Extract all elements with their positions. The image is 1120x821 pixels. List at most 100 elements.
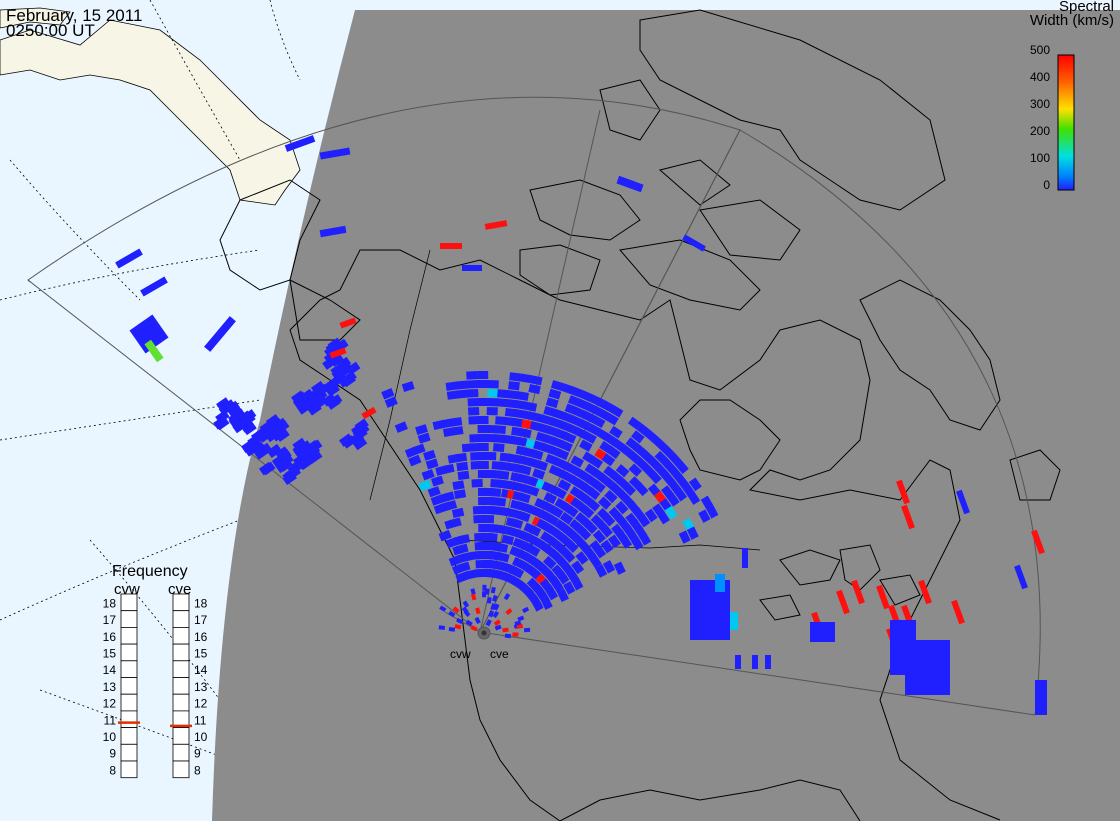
echo-cell	[565, 504, 579, 518]
land-dayside-alaska	[0, 19, 301, 206]
frequency-cell	[120, 660, 138, 678]
echo-cell	[654, 450, 668, 465]
echo-cell	[417, 432, 431, 444]
echo-cell	[474, 616, 481, 625]
echo-cell	[470, 593, 477, 601]
frequency-scale-label: 16	[194, 630, 208, 644]
echo-cell	[226, 403, 242, 417]
echo-cell	[519, 373, 532, 384]
echo-cell	[594, 564, 608, 578]
echo-cell	[675, 474, 689, 488]
echo-cell	[467, 389, 479, 398]
echo-cell	[346, 361, 361, 376]
echo-cell	[896, 479, 910, 505]
echo-cell	[489, 488, 502, 497]
colorbar-tick-label: 0	[1043, 178, 1050, 192]
echo-cell	[524, 401, 538, 412]
echo-cell	[438, 529, 452, 542]
echo-cell	[581, 390, 595, 403]
echo-cell	[504, 407, 517, 418]
echo-cell	[477, 415, 489, 425]
frequency-cell	[172, 693, 190, 712]
frequency-scale-label: 17	[194, 613, 208, 627]
echo-cell	[571, 576, 584, 591]
echo-cell	[456, 461, 469, 472]
echo-cell	[675, 460, 689, 474]
echo-cell	[486, 597, 492, 604]
echo-cell	[310, 380, 326, 395]
frequency-cell	[120, 677, 138, 695]
echo-cell	[637, 513, 651, 528]
echo-cell	[1014, 564, 1028, 590]
echo-cell	[466, 371, 478, 380]
echo-cell	[526, 544, 541, 557]
echo-cell	[296, 401, 312, 415]
echo-cell	[284, 135, 316, 152]
echo-cell	[563, 581, 576, 595]
echo-cell	[664, 505, 678, 520]
echo-cell	[552, 408, 566, 420]
echo-cell	[319, 225, 347, 238]
echo-cell	[628, 463, 643, 477]
echo-cell	[305, 439, 320, 454]
echo-cell	[553, 529, 568, 543]
frequency-cell	[172, 643, 190, 662]
echo-cell	[555, 448, 570, 461]
echo-cell	[484, 220, 508, 230]
echo-cell	[532, 468, 546, 480]
echo-cell	[313, 395, 328, 409]
echo-cell	[466, 380, 479, 389]
echo-cell	[267, 443, 282, 458]
echo-cell	[602, 560, 616, 574]
echo-cell	[461, 606, 469, 614]
echo-cell	[448, 627, 456, 632]
echo-cell	[352, 436, 368, 451]
echo-cell	[542, 555, 557, 570]
frequency-scale-label: 15	[103, 646, 117, 660]
echo-cell	[668, 452, 682, 466]
echo-cell	[571, 386, 585, 399]
echo-cell	[216, 397, 231, 411]
echo-cell	[510, 518, 524, 530]
echo-cell	[401, 381, 415, 392]
echo-cell	[477, 442, 489, 452]
echo-cell	[486, 397, 499, 407]
echo-cell	[442, 491, 455, 502]
frequency-scale-label: 14	[103, 663, 117, 677]
frequency-cell	[120, 760, 138, 779]
echo-cell	[583, 431, 597, 444]
echo-cell	[735, 655, 741, 669]
echo-cell	[876, 584, 890, 610]
echo-cell	[240, 419, 255, 433]
echo-cell	[439, 605, 447, 612]
echo-cell	[457, 561, 471, 573]
echo-cell	[241, 409, 257, 423]
echo-cell	[730, 612, 738, 630]
frequency-scale-label: 12	[103, 697, 117, 711]
echo-cell	[218, 402, 234, 416]
echo-cell	[615, 500, 629, 515]
frequency-scale-label: 11	[104, 713, 117, 727]
frequency-cell	[172, 610, 190, 628]
frequency-scale-label: 15	[194, 646, 208, 660]
echo-cell	[339, 317, 357, 329]
echo-cell	[327, 337, 342, 352]
echo-cell	[497, 470, 510, 480]
echo-cell	[334, 338, 349, 353]
echo-cell	[591, 415, 606, 429]
echo-cell	[627, 416, 642, 430]
echo-cell	[698, 509, 711, 523]
echo-cell	[490, 586, 496, 594]
echo-cell	[361, 406, 377, 420]
echo-cell	[451, 507, 465, 518]
colorbar-title: Spectral Width (km/s)	[1030, 0, 1114, 28]
frequency-cell	[172, 727, 190, 745]
echo-cell	[577, 398, 591, 411]
echo-cell	[384, 396, 398, 408]
frequency-cell	[120, 743, 138, 762]
echo-cell	[601, 512, 616, 527]
echo-cell	[482, 591, 487, 598]
echo-cell	[600, 539, 614, 554]
header-datetime: February, 15 2011 0250:00 UT	[6, 7, 142, 39]
